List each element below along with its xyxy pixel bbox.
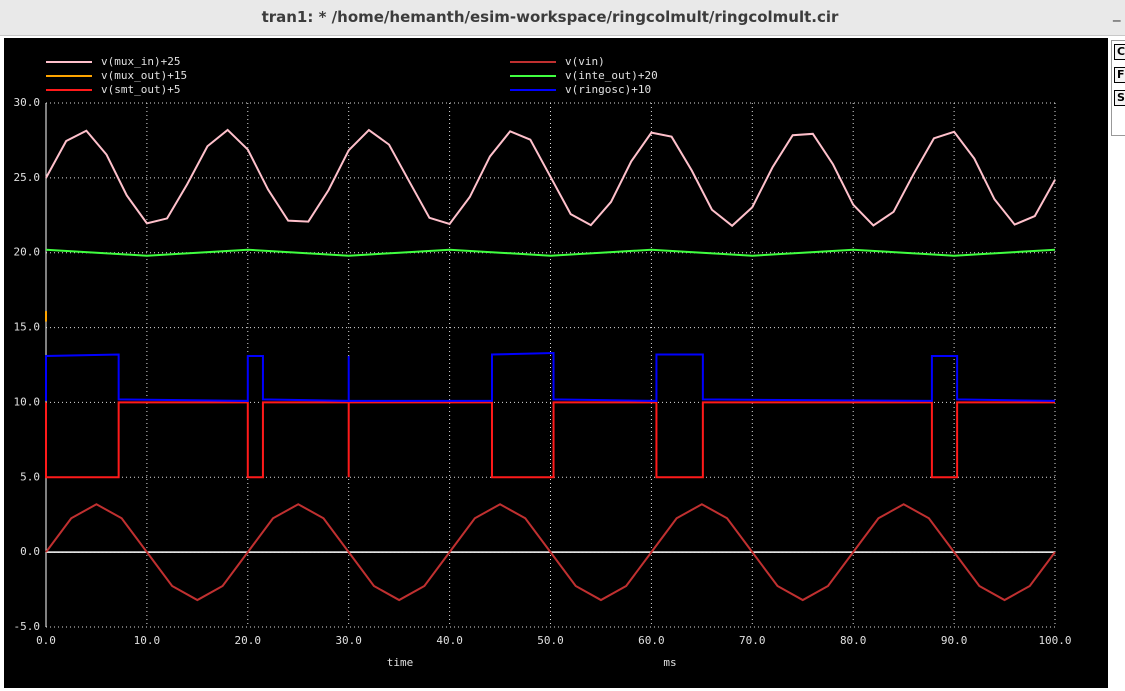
panel-button[interactable]: C: [1114, 44, 1125, 60]
y-tick-label: 10.0: [14, 395, 41, 408]
series-line: [45, 401, 1055, 479]
x-tick-label: 50.0: [537, 634, 564, 647]
y-tick-label: 30.0: [14, 96, 41, 109]
legend-label: v(vin): [565, 55, 605, 68]
series-line: [45, 248, 1056, 257]
x-tick-label: 60.0: [638, 634, 665, 647]
panel-button[interactable]: S: [1114, 90, 1125, 106]
y-tick-label: 5.0: [20, 470, 40, 483]
side-panel: [1109, 38, 1125, 691]
series-line: [45, 128, 1056, 228]
series-line: [45, 503, 1056, 602]
legend-label: v(inte_out)+20: [565, 69, 658, 82]
chart: -5.00.05.010.015.020.025.030.00.0 10.0 20.…: [4, 38, 1108, 688]
series-line: [45, 351, 1056, 402]
x-tick-label: 10.0: [134, 634, 161, 647]
x-tick-label: 0.0: [36, 634, 56, 647]
legend-label: v(mux_in)+25: [101, 55, 180, 68]
window-title: tran1: * /home/hemanth/esim-workspace/ri…: [261, 8, 839, 26]
x-axis-unit: ms: [663, 656, 676, 669]
y-tick-label: 25.0: [14, 171, 41, 184]
y-tick-label: 0.0: [20, 545, 40, 558]
plot-background: [4, 38, 1108, 688]
x-tick-label: 100.0: [1038, 634, 1071, 647]
side-box: [1111, 40, 1125, 136]
x-tick-label: 20.0: [235, 634, 262, 647]
legend-label: v(ringosc)+10: [565, 83, 651, 96]
x-tick-label: 90.0: [941, 634, 968, 647]
legend-label: v(smt_out)+5: [101, 83, 180, 96]
panel-button[interactable]: F: [1114, 67, 1125, 83]
minimize-button[interactable]: _: [1113, 4, 1121, 22]
title-bar: tran1: * /home/hemanth/esim-workspace/ri…: [0, 0, 1125, 36]
y-tick-label: 15.0: [14, 321, 41, 334]
y-tick-label: 20.0: [14, 246, 41, 259]
x-tick-label: 70.0: [739, 634, 766, 647]
x-tick-label: 40.0: [436, 634, 463, 647]
x-axis-label: time: [387, 656, 414, 669]
x-tick-label: 80.0: [840, 634, 867, 647]
y-tick-label: -5.0: [14, 620, 41, 633]
x-tick-label: 30.0: [335, 634, 362, 647]
legend-label: v(mux_out)+15: [101, 69, 187, 82]
